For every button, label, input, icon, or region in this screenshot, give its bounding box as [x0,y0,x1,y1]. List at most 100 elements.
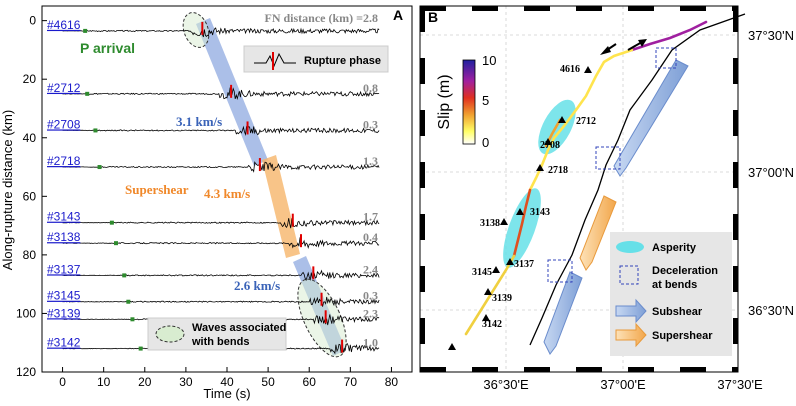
p-arrival-marker [122,273,127,278]
arrowhead-west [600,46,611,55]
frame-segment [732,367,738,372]
lon-label-3630: 36°30'E [483,377,529,392]
seismogram-trace [62,217,380,229]
frame-segment [420,162,425,188]
supershear-arrow [579,195,617,271]
panel-a-y-ticks: 0 20 40 60 80 100 120 [16,14,47,379]
map-legend: Asperity Deceleration at bends Subshear … [610,232,732,356]
station-id-label: #3143 [47,210,81,224]
station-id-label: #2712 [47,81,81,95]
legend-subshear-label: Subshear [652,306,703,318]
colorbar-tick-10: 10 [482,53,496,68]
y-tick-label: 20 [23,72,37,86]
legend-supershear-label: Supershear [652,330,713,342]
frame-segment [420,6,425,32]
bend-waves-legend: Waves associated with bends [147,317,287,351]
map-stations: 4616 2712 2708 2718 3138 3143 3145 3137 3139 3142 [448,64,596,350]
x-tick-label: 0 [59,375,66,389]
fn-distance-value: 2.4 [363,262,378,276]
seismogram-trace [62,161,380,173]
fn-distance-value: 0.3 [363,289,378,303]
p-arrival-marker [126,299,131,304]
fn-distance-value: 2.3 [363,306,378,320]
x-tick-label: 30 [179,375,193,389]
frame-segment [524,367,550,372]
supershear-label: Supershear [125,182,189,197]
x-tick-label: 80 [385,375,399,389]
frame-segment [733,370,738,372]
colorbar-tick-5: 5 [482,93,489,108]
map-station-label: 3137 [514,259,534,270]
frame-segment [420,318,425,344]
legend-subshear-arrow [615,298,647,324]
legend-deceleration-swatch [619,265,639,285]
deceleration-box-1 [655,47,677,69]
frame-segment [420,367,446,372]
lat-label-3700: 37°00'N [748,165,794,180]
station-triangle [516,208,524,215]
panel-a: 0 20 40 60 80 100 120 0 10 20 30 40 50 60 70 80 Along-… [0,5,413,401]
x-tick-label: 60 [303,375,317,389]
frame-segment [420,6,446,11]
map-station-label: 3143 [530,207,550,218]
p-arrival-marker [109,220,114,225]
frame-segment [733,266,738,292]
frame-segment [680,6,706,11]
station-id-label: #3138 [47,230,81,244]
p-arrival-label: P arrival [80,40,135,56]
lat-label-3730: 37°30'N [748,28,794,43]
east-fault-trace [529,13,746,346]
bend-waves-ellipse-top [182,12,210,48]
fn-distance-header: FN distance (km) =2.8 [265,11,379,25]
frame-segment [420,214,425,240]
y-tick-label: 0 [29,14,36,28]
colorbar-tick-0: 0 [482,135,489,150]
p-arrival-marker [130,317,135,322]
subshear-arrow-north [613,59,689,177]
arrowhead-east [638,39,647,47]
map-frame [419,5,739,373]
frame-segment [680,367,706,372]
p-arrival-marker [97,165,102,170]
p-arrival-marker [93,128,98,133]
y-tick-label: 120 [16,365,36,379]
seismogram-trace [62,27,380,38]
p-arrival-marker [138,346,143,351]
station-id-label: #3145 [47,289,81,303]
bend-waves-label-line-2: with bends [191,336,249,348]
frame-segment [420,110,425,136]
panel-a-y-axis-label: Along-rupture distance (km) [0,110,15,270]
lon-label-3700: 37°00'E [600,377,646,392]
y-tick-label: 40 [23,131,37,145]
panel-a-station-labels: #4616 #2712 0.8 #2708 0.3 #2718 1.3 #3143 1.7 #31… [47,18,378,350]
colorbar-gradient [462,59,476,145]
rupture-phase-label: Rupture phase [304,55,381,67]
station-id-label: #3137 [47,262,81,276]
frame-segment [628,367,654,372]
lon-label-3730: 37°30'E [717,377,763,392]
frame-segment [733,318,738,344]
map-station-label: 4616 [560,64,580,75]
subshear-speed-1: 3.1 km/s [176,114,222,129]
y-tick-label: 60 [23,189,37,203]
frame-segment [733,58,738,84]
station-triangle [492,266,500,273]
fn-distance-value: 0.8 [363,81,378,95]
slip-colorbar: Slip (m) 10 5 0 [436,53,496,150]
map-station-label: 2708 [540,140,560,151]
p-arrival-marker [83,28,88,33]
deceleration-box-3 [547,259,573,283]
panel-b-label: B [428,9,438,25]
station-triangle [544,138,552,145]
p-arrival-marker [114,241,118,246]
frame-segment [733,162,738,188]
colorbar-title: Slip (m) [436,74,453,129]
station-triangle [558,116,566,123]
frame-segment [472,367,498,372]
p-arrival-marker [85,91,90,96]
x-tick-label: 40 [220,375,234,389]
panel-b: B 37°30'N 37°00'N 36°30'N 36°30'E 37°00'… [419,5,794,392]
frame-segment [472,6,498,11]
bend-waves-legend-ellipse [155,325,185,343]
map-station-label: 2712 [576,116,596,127]
